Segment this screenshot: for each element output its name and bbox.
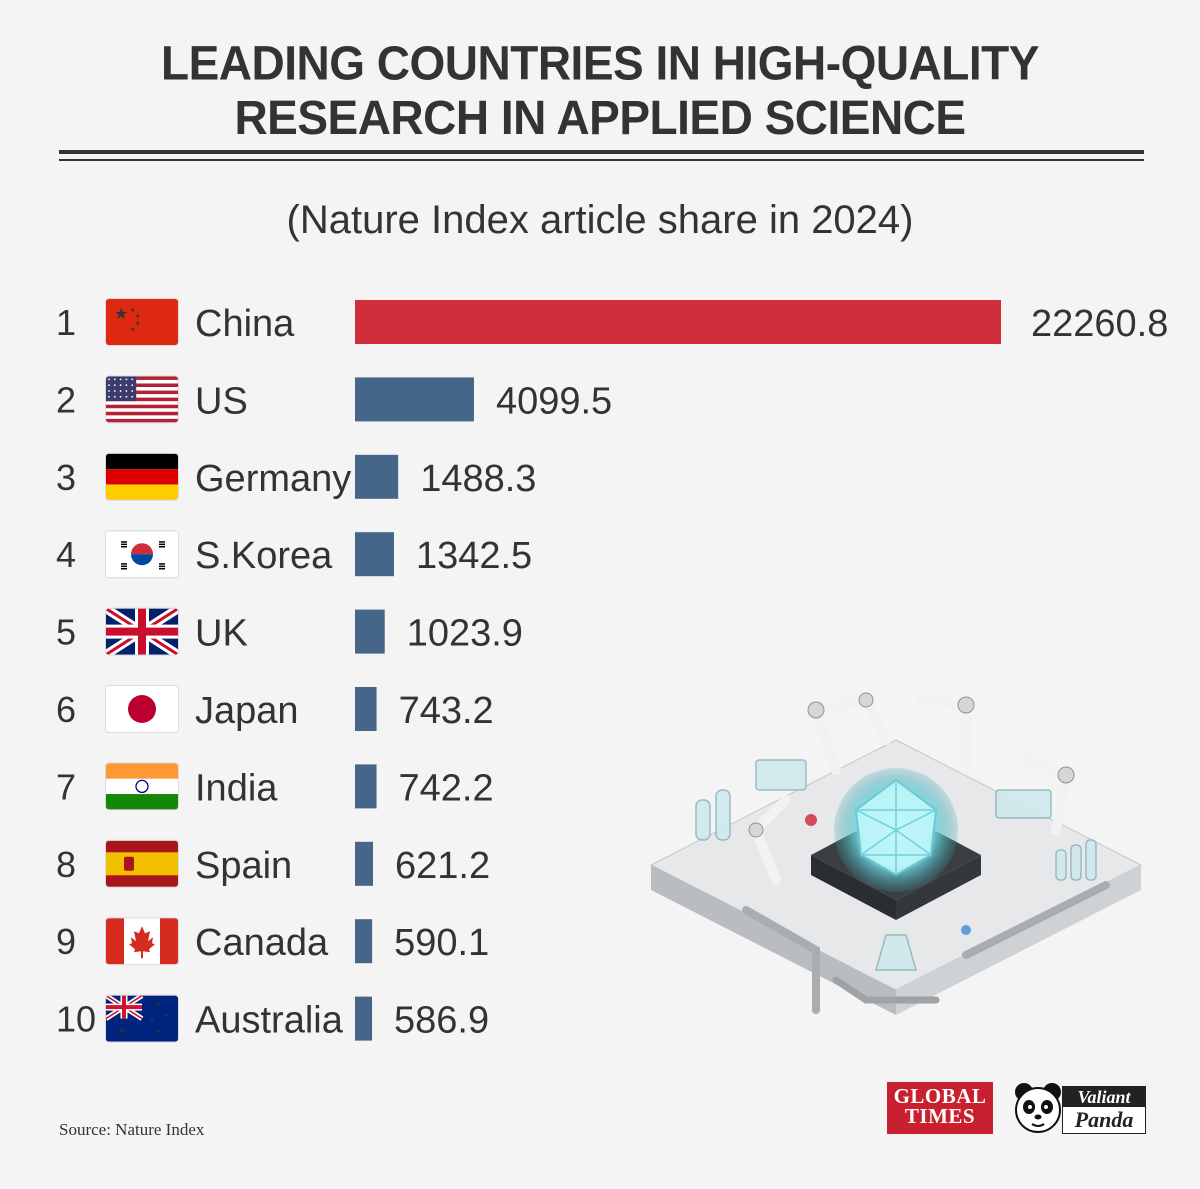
flag-india-icon: [105, 762, 179, 811]
value-label: 621.2: [395, 845, 490, 887]
category-label: Canada: [195, 922, 329, 964]
category-label: Spain: [195, 845, 292, 887]
rank-label: 7: [56, 766, 76, 807]
rank-label: 6: [56, 689, 76, 730]
valiant-panda-line-2: Panda: [1074, 1107, 1134, 1132]
flag-uk-icon: [105, 607, 179, 656]
rank-label: 1: [56, 302, 76, 343]
flag-south-korea-icon: [105, 530, 179, 579]
valiant-panda-wordmark: Valiant Panda: [1062, 1086, 1146, 1134]
global-times-logo-line-1: GLOBAL: [893, 1084, 987, 1108]
bar: [355, 454, 399, 499]
category-label: India: [195, 767, 278, 809]
value-label: 1342.5: [416, 535, 532, 577]
valiant-panda-line-1: Valiant: [1063, 1087, 1145, 1107]
flag-china-icon: ★ ★★★★: [105, 298, 179, 346]
bar: [355, 300, 1001, 344]
robotic-laboratory-illustration-icon: [649, 692, 1143, 1015]
category-label: S.Korea: [195, 535, 333, 577]
chart-subtitle: (Nature Index article share in 2024): [286, 198, 914, 242]
title-divider-thin: [59, 159, 1144, 161]
value-label: 1023.9: [407, 613, 523, 655]
chart-row-uk: 5 UK 1023.9: [56, 607, 523, 656]
flag-spain-icon: [105, 839, 179, 888]
category-label: UK: [195, 613, 248, 655]
panda-icon: [1015, 1083, 1061, 1133]
global-times-logo: GLOBAL TIMES: [887, 1082, 993, 1134]
bar: [355, 919, 373, 964]
chart-row-canada: 9 Canada 590.1: [56, 917, 489, 966]
rank-label: 5: [56, 612, 76, 653]
category-label: China: [195, 303, 295, 345]
title-line-1: LEADING COUNTRIES IN HIGH-QUALITY: [161, 35, 1039, 90]
svg-text:★: ★: [114, 306, 128, 323]
flag-germany-icon: [105, 452, 179, 501]
rank-label: 8: [56, 844, 76, 885]
value-label: 1488.3: [420, 458, 536, 500]
value-label: 4099.5: [496, 380, 612, 422]
category-label: Germany: [195, 458, 351, 500]
rank-label: 4: [56, 534, 76, 575]
svg-text:★: ★: [163, 1013, 168, 1020]
chart-title: LEADING COUNTRIES IN HIGH-QUALITY RESEAR…: [0, 35, 1200, 144]
chart-row-india: 7 India 742.2: [56, 762, 494, 811]
svg-text:★: ★: [130, 307, 135, 314]
rank-label: 3: [56, 457, 76, 498]
chart-row-spain: 8 Spain 621.2: [56, 839, 490, 888]
svg-text:★: ★: [149, 1017, 154, 1024]
rank-label: 9: [56, 921, 76, 962]
flag-canada-icon: [105, 917, 179, 966]
rank-label: 10: [56, 999, 96, 1040]
bar: [355, 377, 474, 422]
valiant-panda-logo: Valiant Panda: [1012, 1080, 1146, 1136]
svg-text:★: ★: [135, 313, 140, 320]
value-label: 586.9: [394, 1000, 489, 1042]
value-label: 590.1: [394, 922, 489, 964]
value-label: 743.2: [399, 690, 494, 732]
value-label: 22260.8: [1031, 303, 1168, 345]
chart-row-japan: 6 Japan 743.2: [56, 685, 494, 733]
chart-row-australia: 10 ★★★★★ Australia 586.9: [56, 994, 489, 1043]
value-label: 742.2: [399, 767, 494, 809]
category-label: Japan: [195, 690, 299, 732]
category-label: Australia: [195, 1000, 344, 1042]
flag-japan-icon: [105, 685, 179, 733]
bar: [355, 764, 377, 809]
flag-australia-icon: ★★★★★: [105, 994, 179, 1043]
chart-row-china: 1 ★ ★★★★ China 22260.8: [56, 298, 1168, 346]
svg-text:★: ★: [155, 1029, 160, 1036]
source-note: Source: Nature Index: [59, 1120, 205, 1139]
svg-text:★: ★: [130, 326, 135, 333]
flag-us-icon: [105, 375, 179, 424]
bar: [355, 609, 385, 654]
rank-label: 2: [56, 379, 76, 420]
svg-text:★: ★: [135, 320, 140, 327]
bar: [355, 687, 377, 731]
global-times-logo-line-2: TIMES: [904, 1104, 976, 1128]
category-label: US: [195, 380, 248, 422]
title-divider-thick: [59, 150, 1144, 154]
title-line-2: RESEARCH IN APPLIED SCIENCE: [234, 90, 966, 145]
svg-text:★: ★: [118, 1026, 126, 1036]
chart-row-skorea: 4 S.Korea 1342.5: [56, 530, 532, 579]
svg-text:★: ★: [155, 1001, 160, 1008]
bar: [355, 996, 373, 1041]
bar: [355, 532, 394, 577]
chart-row-us: 2 US 4099.5: [56, 375, 612, 424]
bar: [355, 841, 374, 886]
chart-row-germany: 3 Germany 1488.3: [56, 452, 536, 501]
